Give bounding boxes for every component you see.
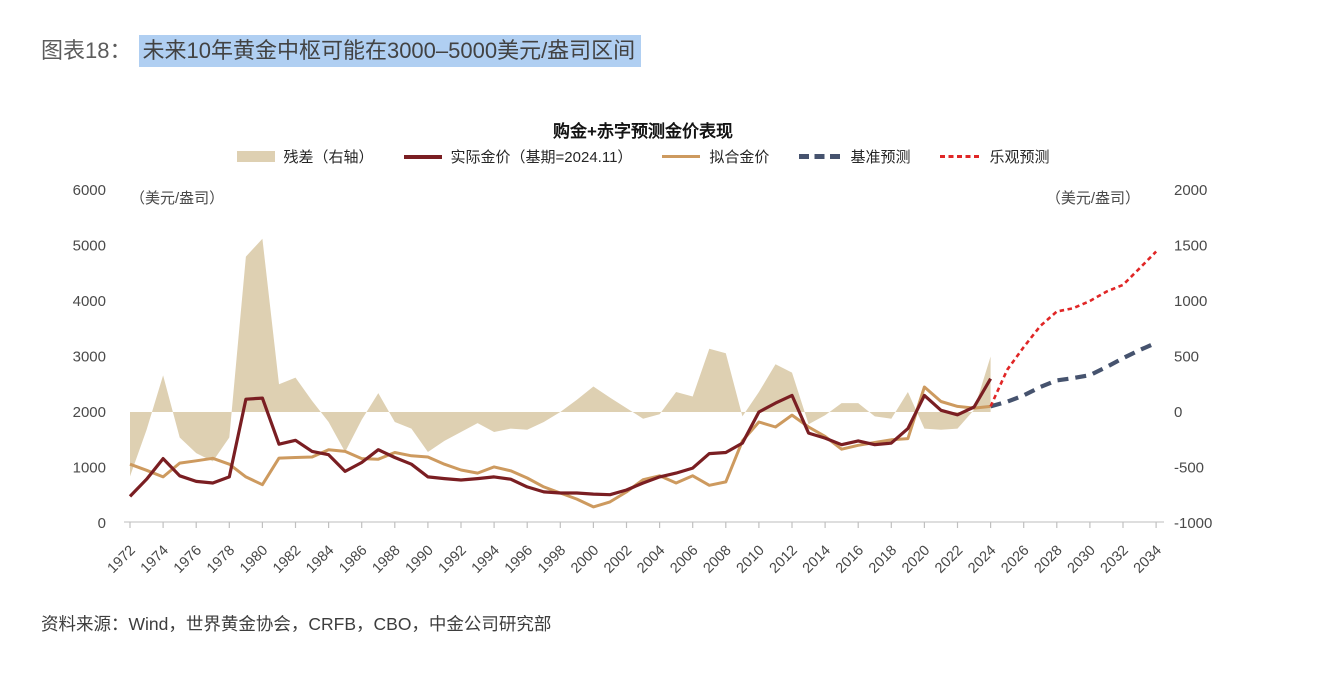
x-tick-label: 1974 <box>138 543 172 577</box>
baseline-forecast-line <box>990 340 1157 409</box>
left-axis-tick-label: 1000 <box>73 460 106 477</box>
chart-legend: 残差（右轴） 实际金价（基期=2024.11） 拟合金价 基准预测 乐观预测 <box>130 146 1156 167</box>
chart-title: 购金+赤字预测金价表现 <box>553 122 733 141</box>
right-axis-tick-label: -500 <box>1174 460 1204 477</box>
x-tick-label: 2008 <box>700 543 734 577</box>
left-axis-tick-label: 4000 <box>73 293 106 310</box>
left-axis-tick-label: 6000 <box>73 182 106 199</box>
x-tick-label: 2004 <box>634 543 668 577</box>
legend-swatch-baseline-dashes <box>799 154 842 159</box>
legend-label-baseline-forecast: 基准预测 <box>850 149 911 166</box>
x-tick-label: 2030 <box>1065 543 1099 577</box>
x-tick-label: 1998 <box>535 543 569 577</box>
figure-header: 图表18： 未来10年黄金中枢可能在3000–5000美元/盎司区间 <box>41 35 642 67</box>
x-tick-label: 2018 <box>866 543 900 577</box>
x-tick-label: 1988 <box>369 543 403 577</box>
x-tick-label: 1976 <box>171 543 205 577</box>
left-axis-tick-label: 0 <box>98 515 106 532</box>
legend-swatch-fitted-line <box>662 155 701 158</box>
gold-price-chart: 1972197419761978198019821984198619881990… <box>73 182 1213 577</box>
source-note: 资料来源：Wind，世界黄金协会，CRFB，CBO，中金公司研究部 <box>41 614 552 634</box>
x-tick-label: 1990 <box>403 543 437 577</box>
x-tick-label: 1984 <box>303 543 337 577</box>
x-tick-label: 2006 <box>667 543 701 577</box>
x-tick-label: 1982 <box>270 543 304 577</box>
residual-area-series <box>130 238 991 477</box>
legend-label-fitted: 拟合金价 <box>709 149 770 166</box>
legend-item-residual: 残差（右轴） <box>236 146 374 167</box>
x-tick-label: 2034 <box>1131 543 1165 577</box>
x-tick-label: 1978 <box>204 543 238 577</box>
legend-swatch-optimistic-dashes <box>940 155 981 158</box>
x-tick-label: 1996 <box>502 543 536 577</box>
x-tick-label: 2014 <box>800 543 834 577</box>
legend-item-actual: 实际金价（基期=2024.11） <box>403 146 633 167</box>
x-tick-label: 1980 <box>237 543 271 577</box>
x-tick-label: 2022 <box>932 543 966 577</box>
right-axis-tick-label: -1000 <box>1174 515 1212 532</box>
legend-item-optimistic-forecast: 乐观预测 <box>940 146 1049 167</box>
optimistic-forecast-line <box>989 250 1158 407</box>
x-tick-label: 1986 <box>336 543 370 577</box>
legend-item-fitted: 拟合金价 <box>662 146 769 167</box>
x-tick-label: 2016 <box>833 543 867 577</box>
actual-gold-price-line <box>128 377 992 498</box>
x-tick-label: 2002 <box>601 543 635 577</box>
right-axis-tick-label: 1000 <box>1174 293 1207 310</box>
left-axis-unit: （美元/盎司） <box>130 190 225 207</box>
legend-swatch-residual-area <box>236 151 275 162</box>
right-axis-tick-label: 1500 <box>1174 238 1207 255</box>
right-axis-tick-label: 0 <box>1174 404 1182 421</box>
x-tick-label: 1994 <box>469 543 503 577</box>
x-tick-label: 2024 <box>965 543 999 577</box>
x-tick-label: 2028 <box>1031 543 1065 577</box>
legend-label-residual: 残差（右轴） <box>283 149 374 166</box>
left-axis-tick-label: 5000 <box>73 238 106 255</box>
figure-title-highlight: 未来10年黄金中枢可能在3000–5000美元/盎司区间 <box>139 35 642 67</box>
figure-label: 图表18： <box>41 38 132 63</box>
x-tick-label: 1992 <box>436 543 470 577</box>
x-tick-label: 2032 <box>1098 543 1132 577</box>
legend-swatch-actual-line <box>403 154 442 159</box>
right-axis-tick-label: 2000 <box>1174 182 1207 199</box>
right-axis-tick-label: 500 <box>1174 349 1199 366</box>
legend-label-optimistic-forecast: 乐观预测 <box>989 149 1050 166</box>
legend-label-actual: 实际金价（基期=2024.11） <box>450 149 633 166</box>
left-axis-tick-label: 2000 <box>73 404 106 421</box>
left-axis-tick-label: 3000 <box>73 349 106 366</box>
x-tick-label: 2010 <box>734 543 768 577</box>
x-tick-label: 2000 <box>568 543 602 577</box>
right-axis-unit: （美元/盎司） <box>1045 190 1140 207</box>
x-tick-label: 2020 <box>899 543 933 577</box>
x-tick-label: 2012 <box>767 543 801 577</box>
legend-item-baseline-forecast: 基准预测 <box>799 146 910 167</box>
x-tick-label: 1972 <box>105 543 139 577</box>
x-tick-label: 2026 <box>998 543 1032 577</box>
